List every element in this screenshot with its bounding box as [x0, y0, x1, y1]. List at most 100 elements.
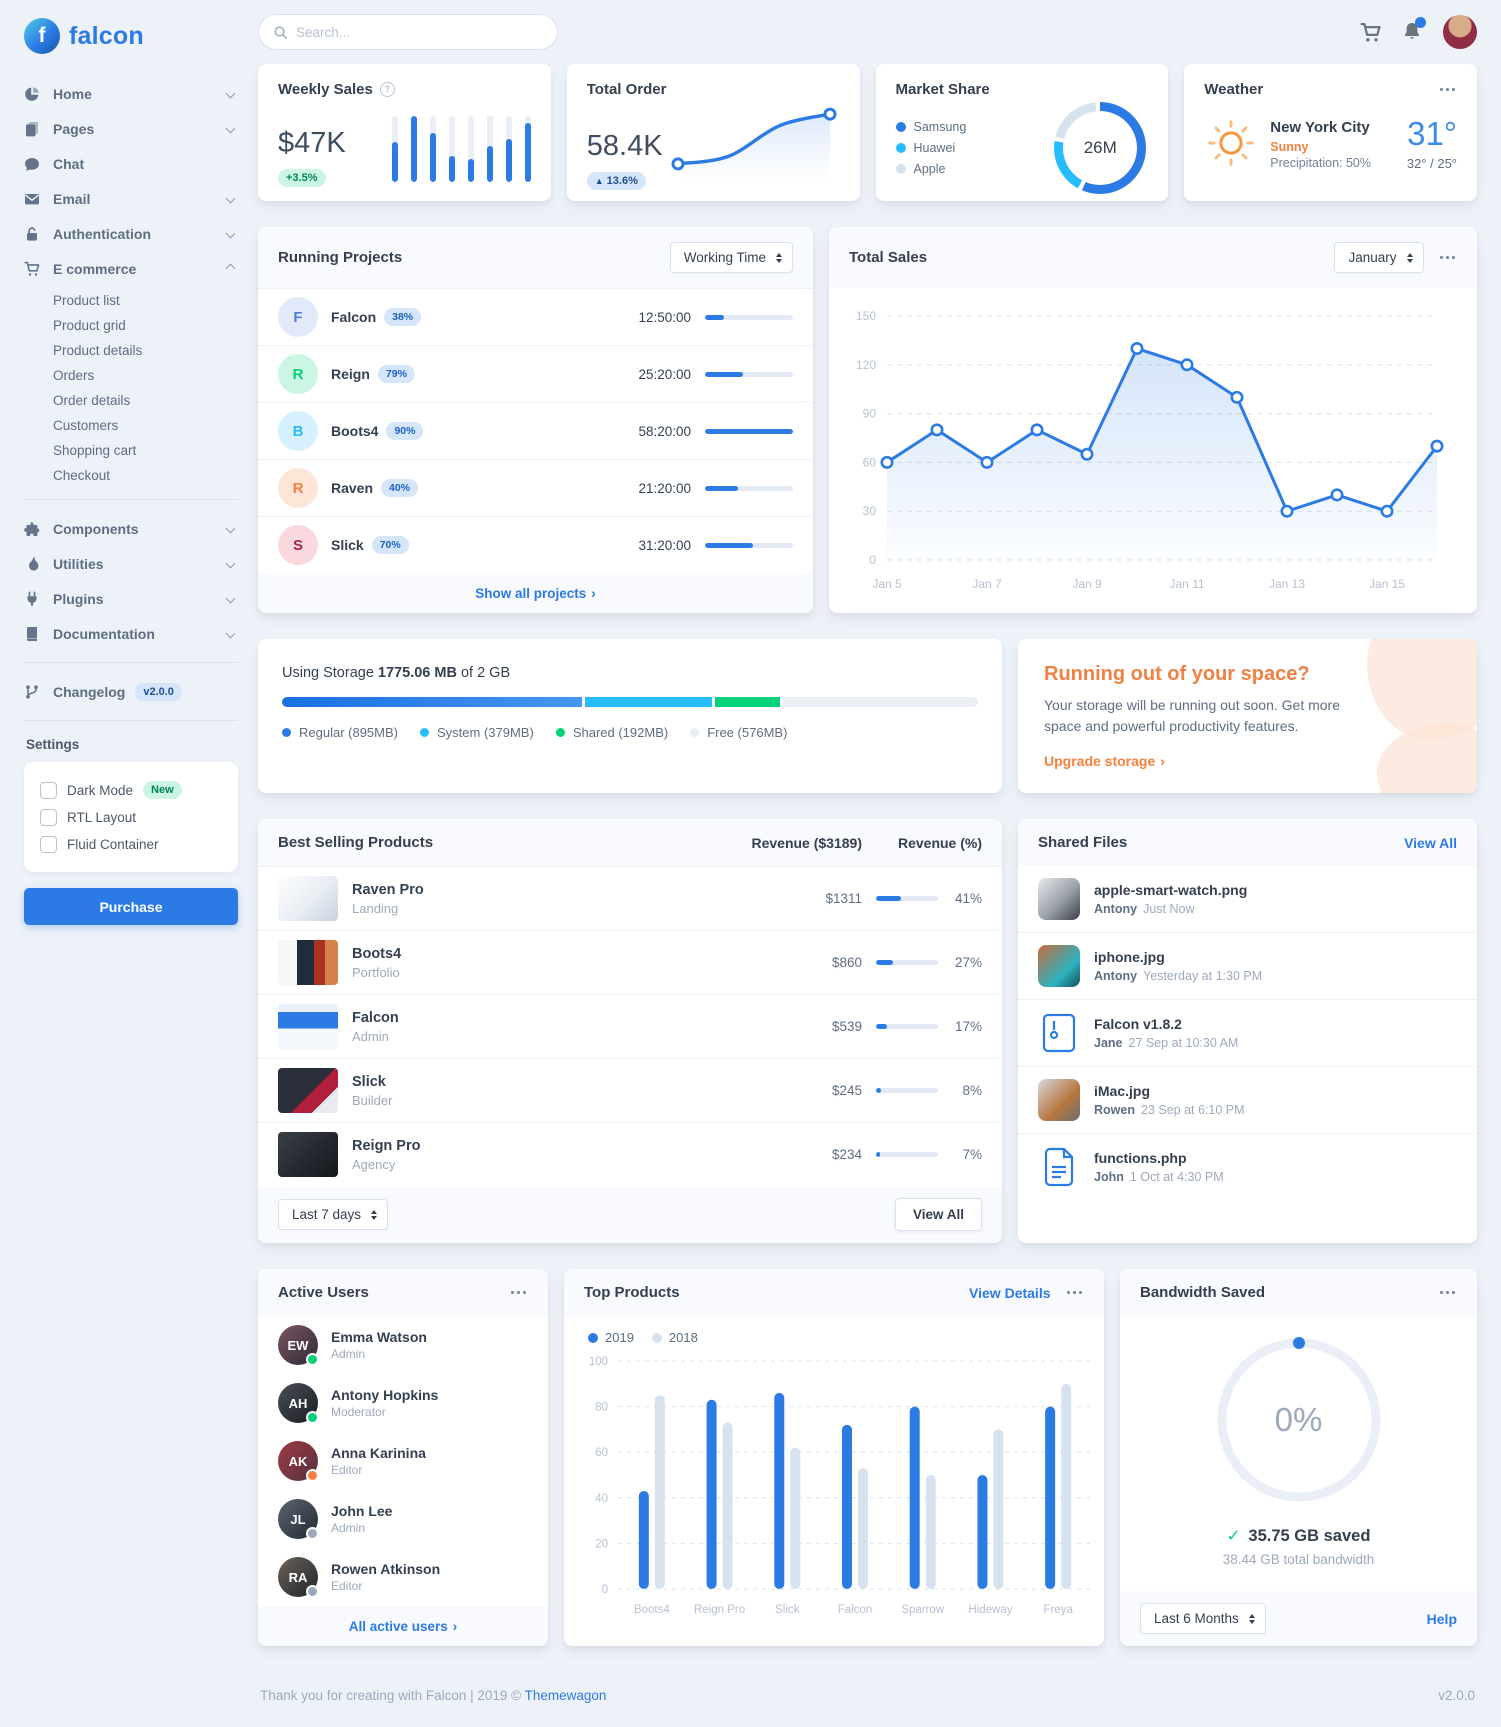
working-time-select[interactable]: Working Time — [669, 242, 793, 273]
view-details-link[interactable]: View Details — [969, 1284, 1051, 1301]
user-name[interactable]: Emma Watson — [331, 1329, 427, 1345]
file-name[interactable]: iMac.jpg — [1094, 1083, 1151, 1099]
checkbox[interactable] — [40, 781, 57, 799]
checkbox[interactable] — [40, 836, 57, 853]
themewagon-link[interactable]: Themewagon — [524, 1688, 607, 1703]
svg-text:Jan 7: Jan 7 — [972, 577, 1002, 591]
last-7-days-select[interactable]: Last 7 days — [278, 1199, 389, 1230]
sidebar-item-utilities[interactable]: Utilities — [24, 546, 238, 581]
search-input[interactable] — [296, 24, 543, 40]
sidebar-item-e-commerce[interactable]: E commerce — [24, 251, 238, 286]
product-row: Raven Pro Landing $1311 41% — [258, 866, 1002, 930]
ellipsis-menu-button[interactable] — [509, 1287, 529, 1299]
project-name[interactable]: Reign — [331, 366, 370, 382]
zip-file-icon — [1038, 1012, 1080, 1054]
legend-dot — [555, 728, 565, 737]
user-name[interactable]: Anna Karinina — [331, 1445, 426, 1461]
sidebar-item-checkout[interactable]: Checkout — [53, 468, 111, 483]
bar — [467, 116, 474, 182]
product-name[interactable]: Boots4 — [352, 946, 402, 962]
sidebar-item-changelog[interactable]: Changelog v2.0.0 — [24, 674, 238, 709]
sidebar-item-components[interactable]: Components — [24, 511, 238, 546]
status-dot — [306, 1353, 319, 1366]
bar — [524, 116, 531, 182]
sidebar-item-shopping-cart[interactable]: Shopping cart — [53, 443, 137, 458]
ellipsis-menu-button[interactable] — [1438, 252, 1458, 264]
file-owner: Rowen — [1094, 1103, 1135, 1117]
project-name[interactable]: Raven — [331, 480, 374, 496]
sidebar-item-product-grid[interactable]: Product grid — [53, 318, 126, 333]
show-all-projects-link[interactable]: Show all projects — [475, 586, 596, 601]
notification-dot — [1415, 17, 1426, 28]
product-thumbnail — [278, 1004, 338, 1049]
sidebar-item-customers[interactable]: Customers — [53, 418, 119, 433]
user-role: Admin — [331, 1521, 366, 1535]
view-all-button[interactable]: View All — [894, 1198, 982, 1231]
product-name[interactable]: Slick — [352, 1074, 386, 1090]
user-row: AK Anna Karinina Editor — [258, 1432, 548, 1490]
sidebar-item-product-details[interactable]: Product details — [53, 343, 143, 358]
checkbox[interactable] — [40, 809, 57, 826]
product-revenue: $539 — [831, 1019, 862, 1034]
project-name[interactable]: Falcon — [331, 309, 377, 325]
legend-label: 2019 — [605, 1330, 634, 1345]
svg-text:90: 90 — [863, 407, 877, 421]
bar — [429, 116, 436, 182]
search-box[interactable] — [258, 14, 558, 50]
chevron-up-icon — [225, 263, 236, 274]
sidebar-item-home[interactable]: Home — [24, 76, 238, 111]
user-avatar[interactable] — [1443, 15, 1477, 49]
new-badge: New — [143, 781, 182, 799]
pages-icon — [24, 121, 42, 137]
product-revenue: $1311 — [825, 891, 862, 906]
file-name[interactable]: iphone.jpg — [1094, 949, 1165, 965]
view-all-link[interactable]: View All — [1404, 834, 1457, 851]
sidebar-item-documentation[interactable]: Documentation — [24, 616, 238, 651]
file-thumbnail — [1038, 878, 1080, 920]
last-6-months-select[interactable]: Last 6 Months — [1140, 1603, 1266, 1634]
legend-label: Huawei — [913, 141, 956, 155]
project-progress-badge: 40% — [381, 479, 419, 497]
ellipsis-menu-button[interactable] — [1065, 1287, 1085, 1299]
setting-label: RTL Layout — [67, 810, 137, 825]
project-name[interactable]: Slick — [331, 537, 364, 553]
setting-option-rtl-layout[interactable]: RTL Layout — [40, 804, 222, 831]
sidebar-item-plugins[interactable]: Plugins — [24, 581, 238, 616]
market-share-donut: 26M — [1054, 102, 1147, 194]
product-name[interactable]: Falcon — [352, 1010, 399, 1026]
product-name[interactable]: Reign Pro — [352, 1138, 421, 1154]
file-name[interactable]: functions.php — [1094, 1150, 1187, 1166]
sidebar-item-email[interactable]: Email — [24, 181, 238, 216]
help-link[interactable]: Help — [1426, 1610, 1457, 1627]
user-name[interactable]: Antony Hopkins — [331, 1387, 439, 1403]
setting-option-dark-mode[interactable]: Dark Mode New — [40, 776, 222, 804]
month-select[interactable]: January — [1334, 242, 1424, 273]
file-thumbnail — [1038, 945, 1080, 987]
user-name[interactable]: John Lee — [331, 1503, 393, 1519]
legend-dot — [588, 1332, 598, 1343]
question-circle-icon[interactable] — [379, 82, 395, 97]
product-name[interactable]: Raven Pro — [352, 882, 424, 898]
sidebar-item-order-details[interactable]: Order details — [53, 393, 131, 408]
sidebar-item-product-list[interactable]: Product list — [53, 293, 120, 308]
upgrade-storage-link[interactable]: Upgrade storage — [1044, 753, 1451, 769]
ellipsis-menu-button[interactable] — [1438, 1287, 1458, 1299]
sidebar-item-authentication[interactable]: Authentication — [24, 216, 238, 251]
sidebar-item-chat[interactable]: Chat — [24, 146, 238, 181]
bell-icon[interactable] — [1401, 17, 1426, 43]
sidebar-item-orders[interactable]: Orders — [53, 368, 95, 383]
cart-icon[interactable] — [1360, 22, 1381, 43]
file-name[interactable]: apple-smart-watch.png — [1094, 882, 1248, 898]
brand-logo[interactable]: f falcon — [24, 14, 238, 76]
setting-option-fluid-container[interactable]: Fluid Container — [40, 831, 222, 858]
project-name[interactable]: Boots4 — [331, 423, 379, 439]
purchase-button[interactable]: Purchase — [24, 888, 238, 925]
ellipsis-menu-button[interactable] — [1438, 84, 1458, 96]
product-revenue-pct: 7% — [962, 1147, 982, 1162]
file-name[interactable]: Falcon v1.8.2 — [1094, 1016, 1182, 1032]
user-name[interactable]: Rowen Atkinson — [331, 1561, 441, 1577]
market-share-title: Market Share — [895, 81, 990, 98]
sidebar-item-pages[interactable]: Pages — [24, 111, 238, 146]
file-row: apple-smart-watch.png Antony Just Now — [1018, 866, 1477, 932]
all-active-users-link[interactable]: All active users — [349, 1619, 458, 1634]
